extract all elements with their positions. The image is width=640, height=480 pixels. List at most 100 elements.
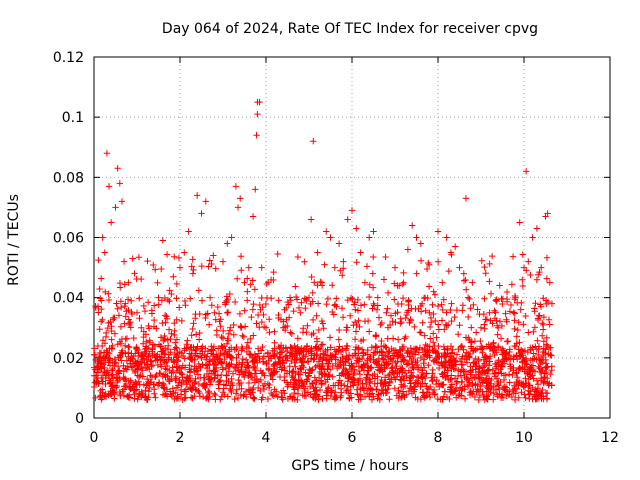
data-point [349, 352, 357, 360]
data-point [400, 269, 407, 277]
data-point [212, 364, 220, 371]
data-point [306, 383, 314, 390]
data-point [318, 282, 326, 289]
data-point [291, 386, 298, 393]
data-point [324, 360, 332, 368]
data-point [98, 396, 105, 403]
data-point [190, 320, 197, 327]
data-point [171, 253, 178, 260]
data-point [398, 300, 405, 308]
data-point [540, 374, 548, 381]
data-point [425, 361, 432, 369]
data-point [201, 352, 209, 359]
data-point [181, 249, 188, 256]
data-point [417, 257, 425, 264]
data-point [488, 252, 496, 260]
data-point [125, 279, 132, 286]
y-tick-label: 0.12 [53, 50, 84, 66]
data-point [131, 395, 138, 402]
data-point [399, 365, 406, 372]
data-point [447, 306, 454, 314]
data-point [296, 371, 304, 378]
data-point [340, 258, 347, 265]
data-point [228, 379, 236, 387]
data-point [213, 327, 220, 334]
data-point [335, 336, 342, 343]
data-point [91, 351, 99, 359]
data-point [543, 395, 551, 403]
data-point [462, 195, 470, 202]
data-point [400, 279, 407, 286]
data-point [444, 367, 452, 374]
data-point [277, 342, 285, 349]
data-point [184, 337, 191, 344]
data-point [415, 349, 423, 356]
data-point [233, 343, 240, 351]
data-point [356, 323, 363, 331]
data-point [342, 347, 350, 354]
data-point [224, 393, 232, 400]
data-point [467, 339, 475, 346]
data-point [536, 368, 544, 376]
data-point [436, 383, 443, 390]
data-point [171, 351, 178, 358]
data-point [251, 379, 259, 386]
data-point [241, 373, 248, 381]
data-point [169, 385, 177, 392]
data-point [383, 309, 390, 316]
data-point [498, 362, 505, 369]
data-point [171, 319, 178, 327]
data-point [384, 349, 392, 357]
data-point [536, 301, 544, 308]
data-point [323, 300, 330, 308]
data-point [433, 376, 440, 384]
data-point [130, 334, 137, 342]
data-point [320, 325, 327, 332]
data-point [122, 313, 129, 320]
data-point [109, 365, 117, 373]
data-point [467, 305, 474, 312]
data-point [377, 321, 384, 328]
data-point [219, 258, 227, 265]
data-point [195, 380, 203, 388]
data-point [500, 347, 507, 354]
data-point [259, 343, 266, 351]
data-point [127, 357, 134, 364]
data-point [406, 353, 413, 361]
data-point [547, 351, 554, 359]
data-point [543, 360, 550, 367]
data-point [195, 388, 202, 395]
data-point [219, 334, 227, 342]
data-point [176, 304, 183, 311]
data-point [247, 335, 254, 343]
data-point [179, 362, 187, 369]
data-point [548, 300, 556, 307]
data-point [271, 351, 278, 359]
data-point [292, 293, 300, 301]
data-point [183, 341, 190, 348]
data-point [470, 301, 477, 309]
data-point [499, 300, 506, 308]
data-point [391, 264, 399, 271]
data-point [530, 375, 537, 382]
data-point [409, 222, 416, 229]
data-point [410, 373, 417, 380]
data-point [332, 351, 339, 358]
data-point [212, 351, 220, 358]
data-point [399, 280, 406, 288]
data-point [377, 379, 384, 387]
data-point [173, 384, 181, 391]
data-point [507, 365, 514, 373]
y-tick-label: 0.02 [53, 351, 84, 367]
data-point [292, 363, 299, 370]
data-point [168, 330, 175, 337]
data-point [357, 249, 364, 256]
data-point [370, 253, 377, 261]
data-point [399, 388, 407, 395]
data-point [506, 351, 513, 359]
data-point [238, 359, 246, 366]
data-point [380, 361, 388, 369]
data-point [313, 378, 320, 386]
data-point [190, 266, 197, 274]
data-point [236, 380, 243, 387]
